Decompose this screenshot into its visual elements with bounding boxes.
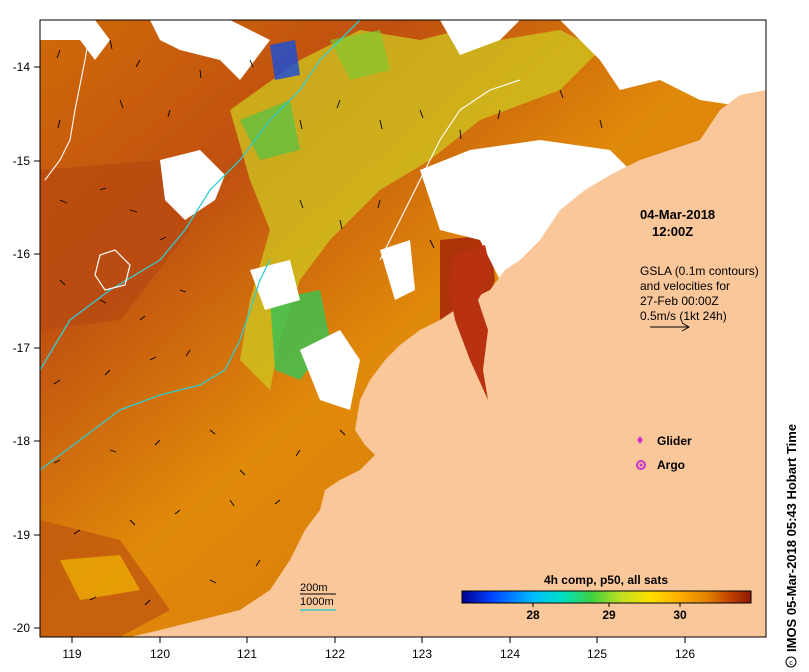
- y-tick-label: -15: [13, 154, 31, 168]
- colorbar-tick: 29: [602, 608, 616, 622]
- x-tick-label: 126: [675, 647, 695, 661]
- cloud-gap: [300, 330, 360, 410]
- y-tick-label: -16: [13, 247, 31, 261]
- colorbar-tick: 30: [673, 608, 687, 622]
- cloud-gap: [150, 20, 270, 80]
- depth-label-1000m: 1000m: [300, 596, 334, 608]
- sst-cool-band: [240, 100, 300, 160]
- cloud-gap: [560, 20, 766, 110]
- contour-1000m: [40, 259, 271, 471]
- colorbar: [461, 590, 752, 604]
- map-time: 12:00Z: [652, 224, 693, 239]
- cloud-gap: [380, 240, 415, 300]
- gsla-line: 0.5m/s (1kt 24h): [640, 309, 727, 323]
- y-tick-label: -20: [13, 621, 31, 635]
- gsla-contour: [379, 79, 521, 261]
- contour-1000m: [40, 20, 361, 371]
- x-tick-label: 122: [325, 647, 345, 661]
- y-tick-label: -18: [13, 434, 31, 448]
- sst-cool-band: [330, 30, 390, 80]
- colorbar-tick: 28: [526, 608, 540, 622]
- land: [130, 90, 766, 637]
- velocity-arrows: [53, 39, 603, 606]
- cloud-gap: [40, 20, 110, 60]
- map-frame: [39, 19, 767, 638]
- cloud-gap: [440, 20, 520, 55]
- svg-text:c: c: [789, 660, 793, 667]
- gsla-line: 27-Feb 00:00Z: [640, 294, 719, 308]
- imos-credit: IMOS 05-Mar-2018 05:43 Hobart Time: [784, 424, 799, 652]
- colorbar-title: 4h comp, p50, all sats: [544, 573, 668, 587]
- legend-glider: Glider: [657, 434, 692, 448]
- colorbar-ticks: [532, 603, 681, 607]
- y-tick-label: -19: [13, 528, 31, 542]
- legend-argo: Argo: [657, 458, 685, 472]
- gsla-contour: [44, 29, 91, 181]
- x-tick-label: 119: [62, 647, 81, 661]
- x-tick-label: 121: [237, 647, 257, 661]
- gsla-line: GSLA (0.1m contours): [640, 264, 759, 278]
- sst-mid-band: [230, 30, 600, 390]
- glider-icon: [637, 436, 643, 444]
- depth-label-200m: 200m: [300, 582, 328, 594]
- y-tick-label: -14: [13, 60, 31, 74]
- gsla-line: and velocities for: [640, 279, 730, 293]
- cloud-gap: [250, 260, 300, 310]
- x-tick-label: 124: [500, 647, 520, 661]
- copyright-icon: c: [785, 656, 797, 668]
- x-tick-label: 125: [587, 647, 607, 661]
- cloud-gap: [160, 150, 225, 220]
- map-date: 04-Mar-2018: [640, 207, 715, 222]
- x-tick-marks: [71, 637, 686, 643]
- velocity-scale-arrow-icon: [650, 322, 691, 332]
- x-tick-label: 120: [150, 647, 170, 661]
- sst-cool-patch: [60, 555, 140, 600]
- sst-warm-patch: [40, 160, 190, 330]
- argo-float-icon: [636, 460, 646, 470]
- y-tick-label: -17: [13, 341, 31, 355]
- y-tick-marks: [34, 66, 40, 629]
- sst-estuary: [448, 245, 492, 400]
- x-tick-label: 123: [412, 647, 432, 661]
- gsla-contour: [94, 249, 131, 291]
- sst-cold-spot: [270, 40, 300, 80]
